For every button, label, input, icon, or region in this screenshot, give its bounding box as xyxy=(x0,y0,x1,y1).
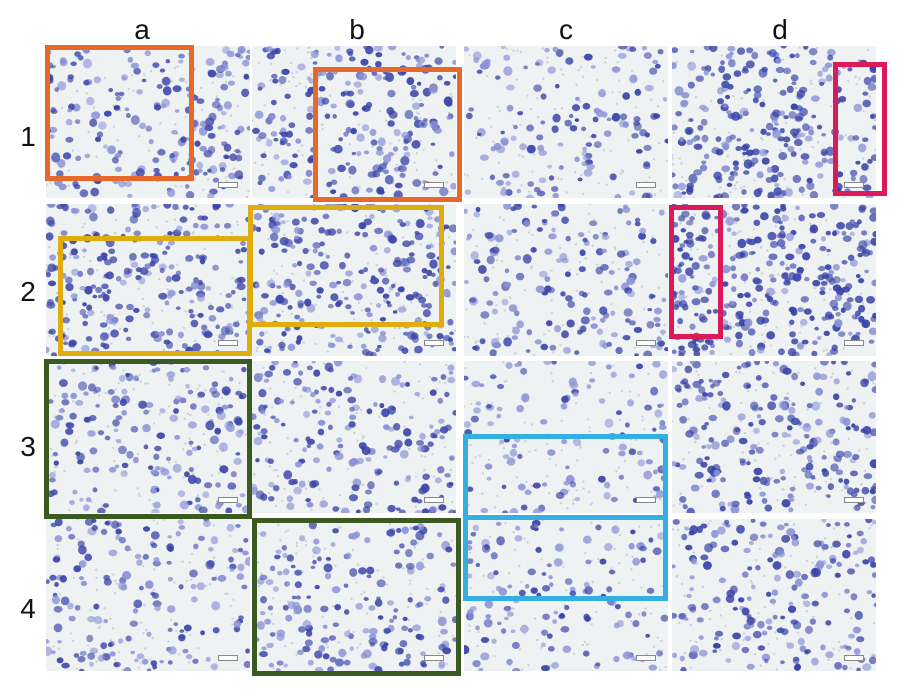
scale-bar xyxy=(844,655,864,661)
micrograph-panel-a3 xyxy=(46,361,250,513)
scale-bar xyxy=(636,340,656,346)
micrograph-panel-a2 xyxy=(46,204,250,356)
column-label-d: d xyxy=(772,14,788,45)
scale-bar xyxy=(636,182,656,188)
scale-bar xyxy=(636,655,656,661)
micrograph-panel-c2 xyxy=(464,204,668,356)
micrograph-panel-b4 xyxy=(252,519,456,671)
micrograph-panel-b3 xyxy=(252,361,456,513)
micrograph-panel-c3 xyxy=(464,361,668,513)
micrograph-panel-d1 xyxy=(672,46,876,198)
scale-bar xyxy=(636,497,656,503)
row-label-3: 3 xyxy=(20,431,36,462)
scale-bar xyxy=(218,340,238,346)
micrograph-panel-d2 xyxy=(672,204,876,356)
column-label-b: b xyxy=(349,14,365,45)
scale-bar xyxy=(844,497,864,503)
scale-bar xyxy=(844,340,864,346)
scale-bar xyxy=(424,182,444,188)
micrograph-panel-d3 xyxy=(672,361,876,513)
row-label-1: 1 xyxy=(20,121,36,152)
micrograph-panel-b2 xyxy=(252,204,456,356)
scale-bar xyxy=(424,655,444,661)
column-label-a: a xyxy=(134,14,150,45)
micrograph-panel-a4 xyxy=(46,519,250,671)
scale-bar xyxy=(424,340,444,346)
scale-bar xyxy=(218,497,238,503)
micrograph-panel-c1 xyxy=(464,46,668,198)
row-label-2: 2 xyxy=(20,276,36,307)
scale-bar xyxy=(218,182,238,188)
scale-bar xyxy=(424,497,444,503)
scale-bar xyxy=(218,655,238,661)
scale-bar xyxy=(844,182,864,188)
micrograph-panel-b1 xyxy=(252,46,456,198)
micrograph-panel-c4 xyxy=(464,519,668,671)
row-label-4: 4 xyxy=(20,593,36,624)
column-label-c: c xyxy=(559,14,573,45)
micrograph-panel-a1 xyxy=(46,46,250,198)
micrograph-panel-d4 xyxy=(672,519,876,671)
